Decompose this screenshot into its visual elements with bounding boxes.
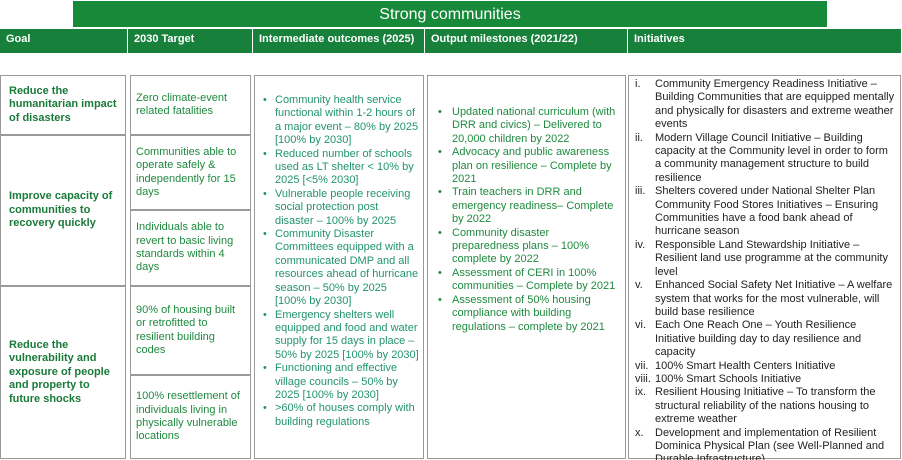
outcome-item: Vulnerable people receiving social prote…: [261, 188, 419, 228]
target-cell: Zero climate-event related fatalities: [130, 75, 251, 135]
initiative-numeral: x.: [635, 426, 644, 439]
initiative-item: iii. Shelters covered under National Shel…: [635, 185, 896, 239]
column-header: Goal: [0, 29, 128, 53]
initiative-item: vi. Each One Reach One – Youth Resilience…: [635, 319, 896, 359]
banner-title: Strong communities: [72, 0, 828, 28]
milestone-item: Advocacy and public awareness plan on re…: [434, 146, 619, 186]
outcome-item: >60% of houses comply with building regu…: [261, 402, 419, 429]
initiative-text: Modern Village Council Initiative – Buil…: [655, 131, 888, 184]
goal-cell: Reduce the humanitarian impact of disast…: [0, 75, 126, 135]
initiative-numeral: vii.: [635, 359, 649, 372]
initiative-text: 100% Smart Schools Initiative: [655, 372, 802, 385]
outcome-item: Community health service functional with…: [261, 94, 419, 148]
initiatives-cell: i. Community Emergency Readiness Initiati…: [628, 75, 901, 460]
milestone-item: Updated national curriculum (with DRR an…: [434, 106, 619, 146]
initiative-numeral: ii.: [635, 131, 643, 144]
initiative-text: Enhanced Social Safety Net Initiative – …: [655, 279, 893, 318]
target-cell: 90% of housing built or retrofitted to r…: [130, 286, 251, 375]
column-header: Intermediate outcomes (2025): [253, 29, 425, 53]
initiatives-list: i. Community Emergency Readiness Initiati…: [635, 78, 896, 460]
initiative-item: i. Community Emergency Readiness Initiati…: [635, 78, 896, 132]
outcome-item: Community Disaster Committees equipped w…: [261, 228, 419, 308]
initiative-text: Community Emergency Readiness Initiative…: [655, 78, 895, 131]
milestone-item: Assessment of CERI in 100% communities –…: [434, 267, 619, 294]
milestone-item: Community disaster preparedness plans – …: [434, 227, 619, 267]
initiative-text: Responsible Land Stewardship Initiative …: [655, 238, 888, 278]
milestones-list: Updated national curriculum (with DRR an…: [434, 106, 619, 334]
initiative-text: Shelters covered under National Shelter …: [655, 185, 879, 238]
column-header: Output milestones (2021/22): [425, 29, 628, 53]
milestones-cell: Updated national curriculum (with DRR an…: [427, 75, 626, 459]
milestone-item: Train teachers in DRR and emergency read…: [434, 186, 619, 226]
initiative-item: vii. 100% Smart Health Centers Initiative: [635, 360, 896, 373]
column-header: Initiatives: [628, 29, 902, 53]
initiative-numeral: v.: [635, 279, 643, 292]
initiative-item: v. Enhanced Social Safety Net Initiative …: [635, 279, 896, 319]
goal-cell: Reduce the vulnerability and exposure of…: [0, 286, 126, 459]
initiative-text: Development and implementation of Resili…: [655, 426, 885, 460]
column-header: 2030 Target: [128, 29, 253, 53]
target-cell: Individuals able to revert to basic livi…: [130, 210, 251, 286]
initiative-numeral: vi.: [635, 319, 646, 332]
target-cell: Communities able to operate safely & ind…: [130, 135, 251, 210]
initiative-text: 100% Smart Health Centers Initiative: [655, 359, 836, 372]
initiative-item: iv. Responsible Land Stewardship Initiati…: [635, 239, 896, 279]
initiative-item: x. Development and implementation of Resi…: [635, 427, 896, 460]
initiative-item: ii. Modern Village Council Initiative – B…: [635, 132, 896, 186]
initiative-numeral: iv.: [635, 238, 646, 251]
initiative-item: ix. Resilient Housing Initiative – To tra…: [635, 386, 896, 426]
initiative-numeral: ix.: [635, 386, 646, 399]
initiative-numeral: i.: [635, 78, 641, 90]
milestone-item: Assessment of 50% housing compliance wit…: [434, 294, 619, 334]
initiative-numeral: viii.: [635, 372, 651, 385]
outcome-item: Reduced number of schools used as LT she…: [261, 148, 419, 188]
initiative-numeral: iii.: [635, 185, 646, 198]
outcomes-list: Community health service functional with…: [261, 94, 419, 429]
target-cell: 100% resettlement of individuals living …: [130, 375, 251, 459]
outcome-item: Emergency shelters well equipped and foo…: [261, 309, 419, 363]
initiative-item: viii. 100% Smart Schools Initiative: [635, 373, 896, 386]
outcomes-cell: Community health service functional with…: [254, 75, 424, 459]
outcome-item: Functioning and effective village counci…: [261, 362, 419, 402]
goal-cell: Improve capacity of communities to recov…: [0, 135, 126, 286]
initiative-text: Each One Reach One – Youth Resilience In…: [655, 319, 862, 359]
initiative-text: Resilient Housing Initiative – To transf…: [655, 386, 876, 426]
